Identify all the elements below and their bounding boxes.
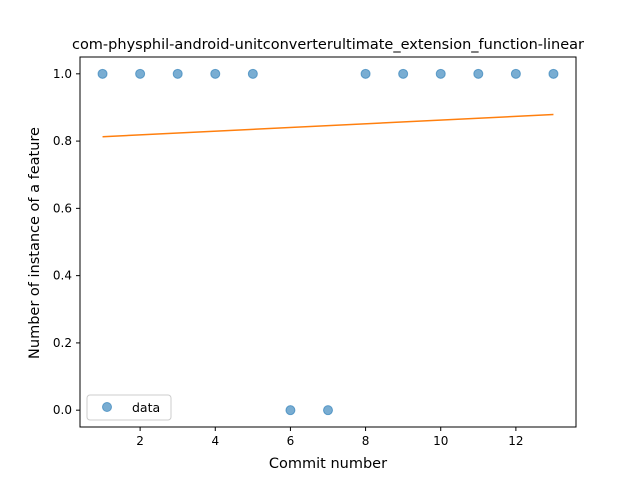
y-tick-label-1: 0.2 [53, 336, 72, 350]
x-tick-label-8: 8 [362, 434, 370, 448]
legend-frame [86, 394, 172, 421]
y-tick-label-5: 1.0 [53, 67, 72, 81]
legend: data [86, 394, 172, 421]
y-axis-label: Number of instance of a feature [27, 127, 43, 359]
fit-line [102, 113, 554, 138]
chart-title: com-physphil-android-unitconverterultima… [72, 37, 584, 53]
y-tick-label-3: 0.6 [53, 201, 72, 215]
x-axis-label: Commit number [269, 456, 387, 472]
y-tick-label-4: 0.8 [53, 134, 72, 148]
legend-label-data: data [132, 400, 160, 415]
y-tick-label-0: 0.0 [53, 403, 72, 417]
x-tick-label-6: 6 [287, 434, 295, 448]
x-tick-label-10: 10 [433, 434, 448, 448]
x-tick-label-4: 4 [211, 434, 219, 448]
data-point-12 [510, 68, 521, 79]
x-tick-label-12: 12 [508, 434, 523, 448]
y-tick-label-2: 0.4 [53, 269, 72, 283]
data-point-1 [97, 68, 108, 79]
data-point-11 [473, 68, 484, 79]
data-point-13 [548, 68, 559, 79]
data-point-6 [285, 405, 296, 416]
x-tick-label-2: 2 [136, 434, 144, 448]
data-point-5 [247, 68, 258, 79]
plot-area: 2 4 6 8 10 12 0.0 0.2 0.4 0.6 0.8 1.0 [53, 56, 577, 448]
data-point-2 [135, 68, 146, 79]
data-point-4 [210, 68, 221, 79]
data-point-8 [360, 68, 371, 79]
data-point-3 [172, 68, 183, 79]
data-point-9 [398, 68, 409, 79]
legend-marker-data [102, 402, 112, 412]
data-point-10 [435, 68, 446, 79]
data-point-7 [323, 405, 333, 416]
axes-frame [79, 56, 577, 428]
